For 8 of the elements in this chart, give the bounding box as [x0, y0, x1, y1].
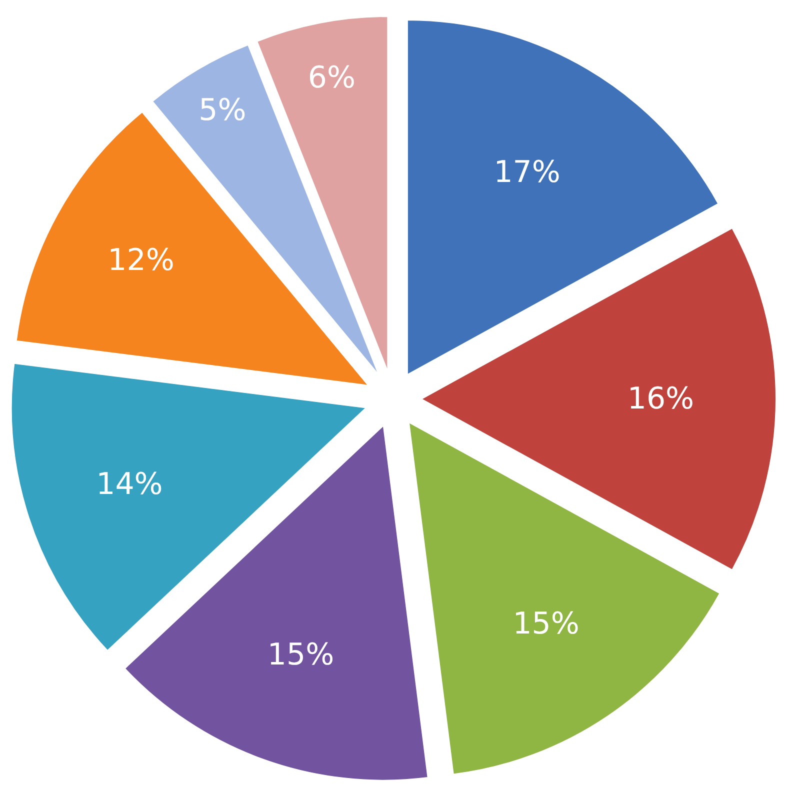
data-label: 15%: [267, 638, 334, 673]
data-label: 12%: [108, 242, 174, 278]
data-label: 17%: [494, 154, 560, 190]
data-label: 16%: [627, 382, 694, 416]
data-label: 5%: [198, 93, 246, 128]
data-label: 14%: [96, 467, 163, 502]
data-label: 15%: [512, 606, 580, 642]
data-label: 6%: [308, 60, 356, 96]
